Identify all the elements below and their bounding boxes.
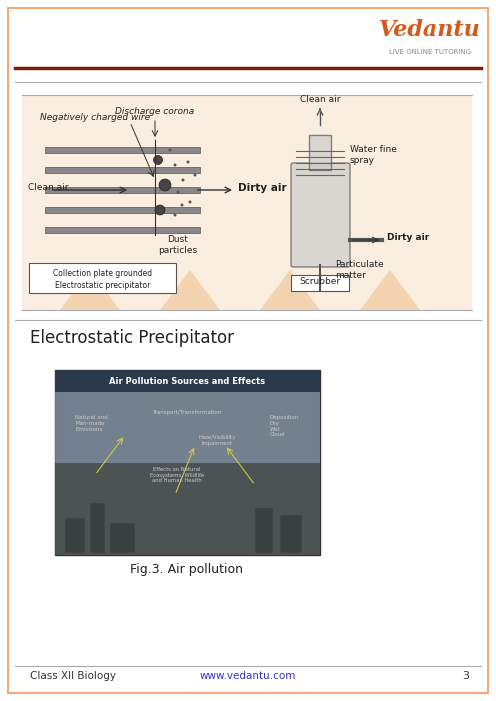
Bar <box>110 523 135 553</box>
Bar <box>55 370 320 555</box>
Polygon shape <box>60 270 120 310</box>
Polygon shape <box>360 270 420 310</box>
FancyBboxPatch shape <box>22 95 472 310</box>
Text: Negatively charged wire: Negatively charged wire <box>40 114 150 123</box>
Bar <box>55 370 320 392</box>
FancyBboxPatch shape <box>8 8 488 693</box>
Bar <box>90 503 105 553</box>
Text: Dirty air: Dirty air <box>387 233 429 243</box>
FancyBboxPatch shape <box>29 263 176 293</box>
Polygon shape <box>260 270 320 310</box>
Text: Effects on Natural
Ecosystems, Wildlife
and Human Health: Effects on Natural Ecosystems, Wildlife … <box>150 467 204 483</box>
Text: 3: 3 <box>462 671 470 681</box>
Text: Particulate
matter: Particulate matter <box>335 260 383 280</box>
Circle shape <box>174 214 177 217</box>
Bar <box>45 147 200 153</box>
Text: Dirty air: Dirty air <box>238 183 287 193</box>
FancyBboxPatch shape <box>291 163 350 267</box>
Circle shape <box>169 149 172 151</box>
Text: Discharge corona: Discharge corona <box>116 107 194 116</box>
Circle shape <box>153 156 163 165</box>
Circle shape <box>193 174 196 177</box>
Circle shape <box>186 161 189 163</box>
Bar <box>45 207 200 213</box>
Text: Electrostatic Precipitator: Electrostatic Precipitator <box>30 329 234 347</box>
Text: LIVE ONLINE TUTORING: LIVE ONLINE TUTORING <box>389 49 471 55</box>
FancyBboxPatch shape <box>291 275 349 291</box>
Bar <box>255 508 273 553</box>
Circle shape <box>182 179 185 182</box>
Circle shape <box>181 203 184 207</box>
Text: Scrubber: Scrubber <box>300 278 341 287</box>
Circle shape <box>159 179 171 191</box>
Text: Clean air: Clean air <box>300 95 340 104</box>
Bar <box>45 187 200 193</box>
Text: Haze/Visibility
Impairment: Haze/Visibility Impairment <box>198 435 236 446</box>
Text: Water fine
spray: Water fine spray <box>350 145 397 165</box>
Polygon shape <box>160 270 220 310</box>
Bar <box>45 227 200 233</box>
Bar <box>280 515 302 553</box>
Text: Electrostatic precipitator: Electrostatic precipitator <box>56 280 151 290</box>
Text: Transport/Transformation: Transport/Transformation <box>152 410 222 415</box>
Bar <box>309 135 331 170</box>
Text: Deposition
Dry
Wet
Cloud: Deposition Dry Wet Cloud <box>270 415 300 437</box>
Circle shape <box>177 191 180 193</box>
Circle shape <box>188 200 191 203</box>
Text: www.vedantu.com: www.vedantu.com <box>200 671 296 681</box>
Text: Vedantu: Vedantu <box>379 19 481 41</box>
Text: Air Pollution Sources and Effects: Air Pollution Sources and Effects <box>109 376 265 386</box>
Text: Clean air: Clean air <box>28 184 68 193</box>
Bar <box>55 371 320 463</box>
Text: Natural and
Man-made
Emissions: Natural and Man-made Emissions <box>75 415 108 432</box>
Bar <box>65 518 85 553</box>
Bar <box>45 167 200 173</box>
Bar <box>55 463 320 555</box>
Text: Collection plate grounded: Collection plate grounded <box>54 269 153 278</box>
Text: Class XII Biology: Class XII Biology <box>30 671 116 681</box>
Text: Dust
particles: Dust particles <box>158 236 197 254</box>
Circle shape <box>174 163 177 167</box>
Circle shape <box>155 205 165 215</box>
Text: Fig.3. Air pollution: Fig.3. Air pollution <box>130 564 244 576</box>
